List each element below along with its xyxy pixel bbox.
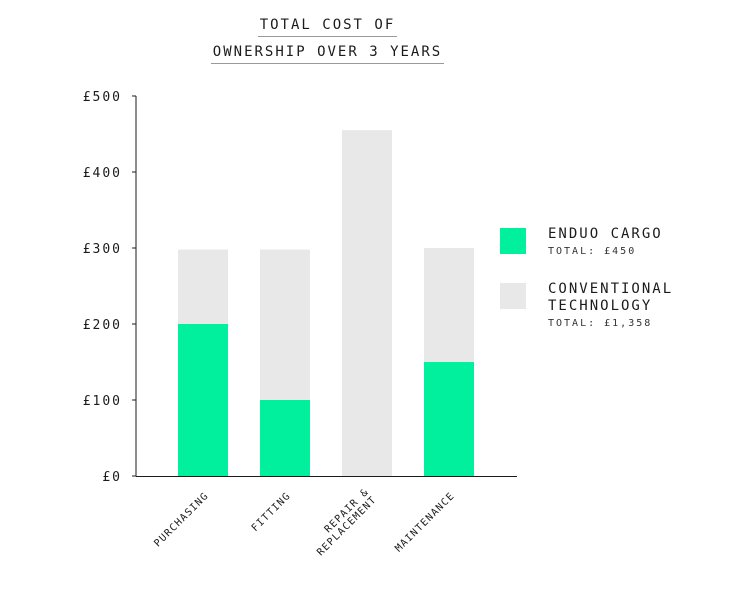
legend-swatch-enduo [500, 228, 526, 254]
x-tick-label-1-line-0: FITTING [250, 490, 294, 534]
legend: ENDUO CARGO TOTAL: £450 CONVENTIONAL TEC… [500, 226, 730, 353]
y-tick-label-400: £400 [83, 166, 122, 181]
legend-label-enduo: ENDUO CARGO [548, 226, 663, 242]
chart-title-line-1: TOTAL COST OF [257, 16, 398, 37]
bar-enduo-3 [424, 362, 474, 476]
legend-item-conventional: CONVENTIONAL TECHNOLOGY TOTAL: £1,358 [500, 281, 730, 331]
x-tick-label-3-line-0: MAINTENANCE [393, 490, 457, 554]
x-tick-label-1: FITTING [250, 490, 294, 534]
legend-total-conventional: TOTAL: £1,358 [548, 318, 653, 329]
bar-enduo-1 [260, 400, 310, 476]
legend-total-enduo: TOTAL: £450 [548, 246, 637, 257]
bar-conventional-2 [342, 130, 392, 476]
legend-swatch-conventional [500, 283, 526, 309]
y-tick-label-0: £0 [102, 470, 122, 485]
y-tick-label-200: £200 [83, 318, 122, 333]
y-tick-label-500: £500 [83, 90, 122, 105]
legend-label-conventional: CONVENTIONAL TECHNOLOGY [548, 281, 674, 314]
x-tick-label-0-line-0: PURCHASING [152, 490, 211, 549]
chart-title-line-2: OWNERSHIP OVER 3 YEARS [210, 43, 445, 64]
legend-item-enduo: ENDUO CARGO TOTAL: £450 [500, 226, 730, 259]
x-tick-label-2: REPAIR &REPLACEMENT [315, 487, 379, 559]
x-tick-label-3: MAINTENANCE [393, 490, 457, 554]
bar-enduo-0 [178, 324, 228, 476]
y-tick-label-300: £300 [83, 242, 122, 257]
x-tick-label-0: PURCHASING [152, 490, 211, 549]
chart-title: TOTAL COST OF OWNERSHIP OVER 3 YEARS [0, 14, 655, 68]
y-tick-label-100: £100 [83, 394, 122, 409]
